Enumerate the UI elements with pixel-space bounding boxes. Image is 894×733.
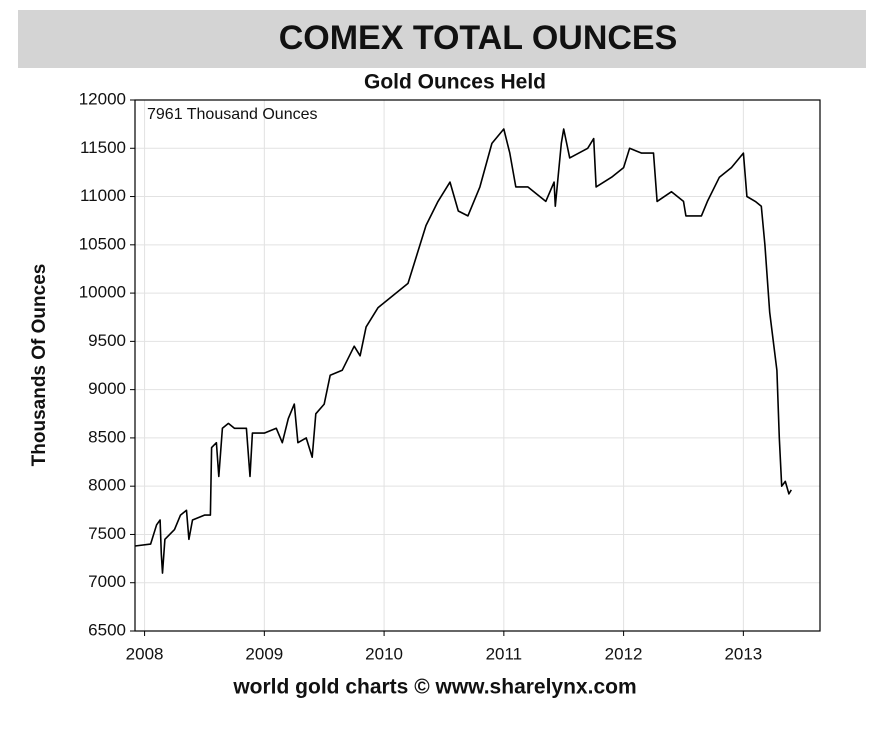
y-tick-label: 12000 <box>79 89 126 108</box>
y-tick-label: 6500 <box>88 620 126 639</box>
plot-area: 6500 7000 7500 8000 8500 9000 9500 10000 10500 11… <box>79 89 821 663</box>
x-tick-label: 2008 <box>126 644 164 663</box>
plot-border <box>134 99 821 632</box>
chart-subtitle: Gold Ounces Held <box>364 71 546 94</box>
data-line <box>134 128 792 574</box>
x-tick-label: 2013 <box>724 644 762 663</box>
x-tick-label: 2011 <box>486 644 523 663</box>
title-band <box>18 10 866 68</box>
chart-title: COMEX TOTAL OUNCES <box>279 19 678 57</box>
y-tick-label: 8500 <box>88 427 126 446</box>
annotation: 7961 Thousand Ounces <box>147 106 318 123</box>
y-tick-label: 8000 <box>88 476 126 495</box>
y-tick-label: 7000 <box>88 572 126 591</box>
y-tick-label: 11000 <box>80 186 126 205</box>
x-tick-label: 2009 <box>245 644 283 663</box>
y-axis-label: Thousands Of Ounces <box>29 264 50 467</box>
y-tick-label: 10000 <box>79 283 126 302</box>
x-tick-label: 2012 <box>605 644 643 663</box>
y-tick-label: 9500 <box>88 331 126 350</box>
y-tick-label: 7500 <box>88 524 126 543</box>
x-tick-label: 2010 <box>365 644 403 663</box>
y-tick-label: 11500 <box>80 138 126 157</box>
plot-background <box>135 100 820 631</box>
y-tick-label: 10500 <box>79 234 126 253</box>
y-tick-label: 9000 <box>88 379 126 398</box>
footer: world gold charts © www.sharelynx.com <box>232 676 636 699</box>
